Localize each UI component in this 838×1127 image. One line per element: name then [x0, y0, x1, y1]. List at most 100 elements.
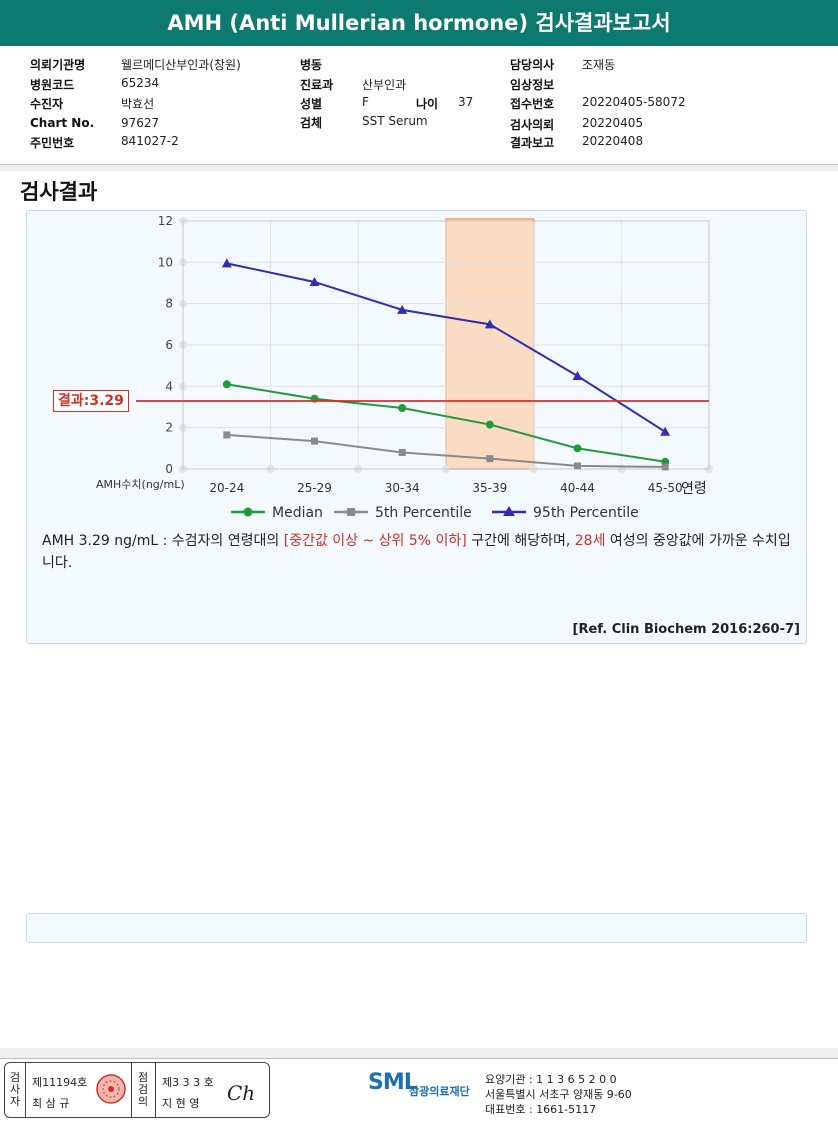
sml-logo-korean: 삼광의료재단	[409, 1085, 470, 1098]
sex-label: 성별	[300, 97, 323, 111]
data-point	[221, 258, 232, 268]
doctor-value: 조재동	[582, 58, 616, 72]
y-tick-label: 6	[165, 338, 173, 352]
sex-value: F	[362, 95, 369, 109]
legend-marker	[243, 507, 253, 517]
result-panel	[26, 210, 807, 644]
sml-logo: SML	[368, 1070, 418, 1095]
receipt-label: 접수번호	[510, 97, 555, 111]
y-tick-label: 4	[165, 379, 173, 393]
x-axis-label: 연령	[681, 481, 707, 497]
x-tick-label: 20-24	[209, 481, 244, 495]
chart-legend: Median 5th Percentile 95th Percentile	[231, 505, 639, 521]
x-tick-label: 40-44	[560, 481, 595, 495]
amh-chart: 0 2 4 6 8 10 12 20-24 25-29 30-34 35-39 40-44 45-50…	[96, 214, 713, 521]
signature-box: 검사자 제11194호 최 삼 규 점검의 제3 3 3 호 지 현 영 Ch	[4, 1062, 270, 1118]
description-text-3: 여성의 중앙값에 가까운 수치입니다.	[42, 533, 791, 571]
data-point	[660, 426, 671, 436]
legend-label: Median	[272, 505, 323, 521]
legend-label: 95th Percentile	[533, 505, 639, 521]
chart-no-value: 97627	[121, 116, 160, 130]
examiner-vertical-label: 검사자	[9, 1071, 21, 1108]
report-title: AMH (Anti Mullerian hormone) 검사결과보고서	[0, 0, 838, 46]
description-range: [중간값 이상 ~ 상위 5% 이하]	[283, 533, 467, 549]
inspector-vertical-label: 점검의	[137, 1071, 149, 1108]
dept-value: 산부인과	[362, 78, 407, 92]
x-tick-label: 35-39	[472, 481, 507, 495]
result-label: 결과:3.29	[53, 390, 129, 412]
institution-label: 의뢰기관명	[30, 58, 86, 72]
divider	[0, 164, 838, 165]
description-text-2: 구간에 해당하며,	[466, 533, 575, 549]
age-label: 나이	[416, 97, 439, 111]
series-line	[226, 433, 666, 468]
data-point	[309, 276, 320, 286]
y-tick-label: 10	[158, 255, 173, 269]
x-tick-label: 25-29	[297, 481, 332, 495]
legend-marker	[503, 506, 515, 516]
chart-series	[221, 258, 671, 471]
chart-highlight-band	[445, 218, 535, 470]
y-tick-label: 8	[165, 297, 173, 311]
resident-value: 841027-2	[121, 134, 179, 148]
hospital-code-value: 65234	[121, 76, 160, 90]
data-point	[484, 319, 495, 329]
resident-label: 주민번호	[30, 136, 75, 150]
chart-grid	[179, 217, 713, 473]
y-tick-label: 12	[158, 214, 173, 228]
examiner-name: 최 삼 규	[32, 1097, 70, 1110]
data-point	[222, 380, 231, 389]
examiner-number: 제11194호	[32, 1076, 88, 1089]
legend-marker	[347, 508, 355, 516]
data-point	[398, 448, 406, 456]
data-point	[223, 431, 231, 439]
report-date-value: 20220408	[582, 134, 644, 148]
series-line	[226, 383, 666, 463]
dept-label: 진료과	[300, 78, 334, 92]
data-point	[573, 444, 582, 453]
address-line: 서울특별시 서초구 양재동 9-60	[485, 1088, 632, 1101]
legend-label: 5th Percentile	[375, 505, 472, 521]
request-value: 20220405	[582, 116, 644, 130]
report-date-label: 결과보고	[510, 136, 555, 150]
plot-frame	[182, 220, 710, 470]
doctor-label: 담당의사	[510, 58, 555, 72]
divider-band	[0, 165, 838, 171]
footer-band	[0, 1048, 838, 1058]
result-description: AMH 3.29 ng/mL : 수검자의 연령대의 [중간값 이상 ~ 상위 …	[42, 530, 802, 574]
age-value: 37	[458, 95, 474, 109]
y-tick-labels: 0 2 4 6 8 10 12	[158, 214, 173, 476]
empty-panel	[26, 913, 807, 943]
series-line	[226, 262, 666, 433]
reference-text: [Ref. Clin Biochem 2016:260-7]	[572, 622, 800, 637]
receipt-value: 20220405-58072	[582, 95, 686, 109]
y-tick-label: 0	[165, 462, 173, 476]
data-point	[574, 462, 581, 470]
patient-label: 수진자	[30, 97, 64, 111]
request-label: 검사의뢰	[510, 118, 555, 132]
ward-label: 병동	[300, 58, 323, 72]
data-point	[661, 463, 669, 471]
data-point	[397, 304, 408, 314]
inspector-number: 제3 3 3 호	[162, 1076, 214, 1089]
data-point	[572, 371, 583, 380]
description-text-1: AMH 3.29 ng/mL : 수검자의 연령대의	[42, 533, 284, 549]
signature: Ch	[227, 1081, 256, 1105]
footer: 검사자 제11194호 최 삼 규 점검의 제3 3 3 호 지 현 영 Ch …	[0, 1058, 838, 1127]
description-age: 28세	[574, 533, 606, 549]
y-tick-label: 2	[165, 421, 173, 435]
footer-divider	[0, 1058, 838, 1059]
data-point	[485, 420, 494, 429]
phone-line: 대표번호 : 1661-5117	[485, 1103, 597, 1116]
x-tick-label: 30-34	[385, 481, 420, 495]
patient-value: 박효선	[121, 97, 155, 111]
x-tick-labels: 20-24 25-29 30-34 35-39 40-44 45-50	[209, 481, 682, 495]
institution-value: 웰르메디산부인과(창원)	[121, 58, 241, 72]
inspector-name: 지 현 영	[162, 1097, 200, 1110]
section-title: 검사결과	[20, 180, 98, 204]
institution-code-line: 요양기관 : 1 1 3 6 5 2 0 0	[485, 1073, 617, 1086]
chart-no-label: Chart No.	[30, 116, 95, 130]
specimen-value: SST Serum	[362, 114, 428, 128]
seal-icon	[96, 1074, 126, 1104]
y-axis-label: AMH수치(ng/mL)	[96, 478, 185, 491]
